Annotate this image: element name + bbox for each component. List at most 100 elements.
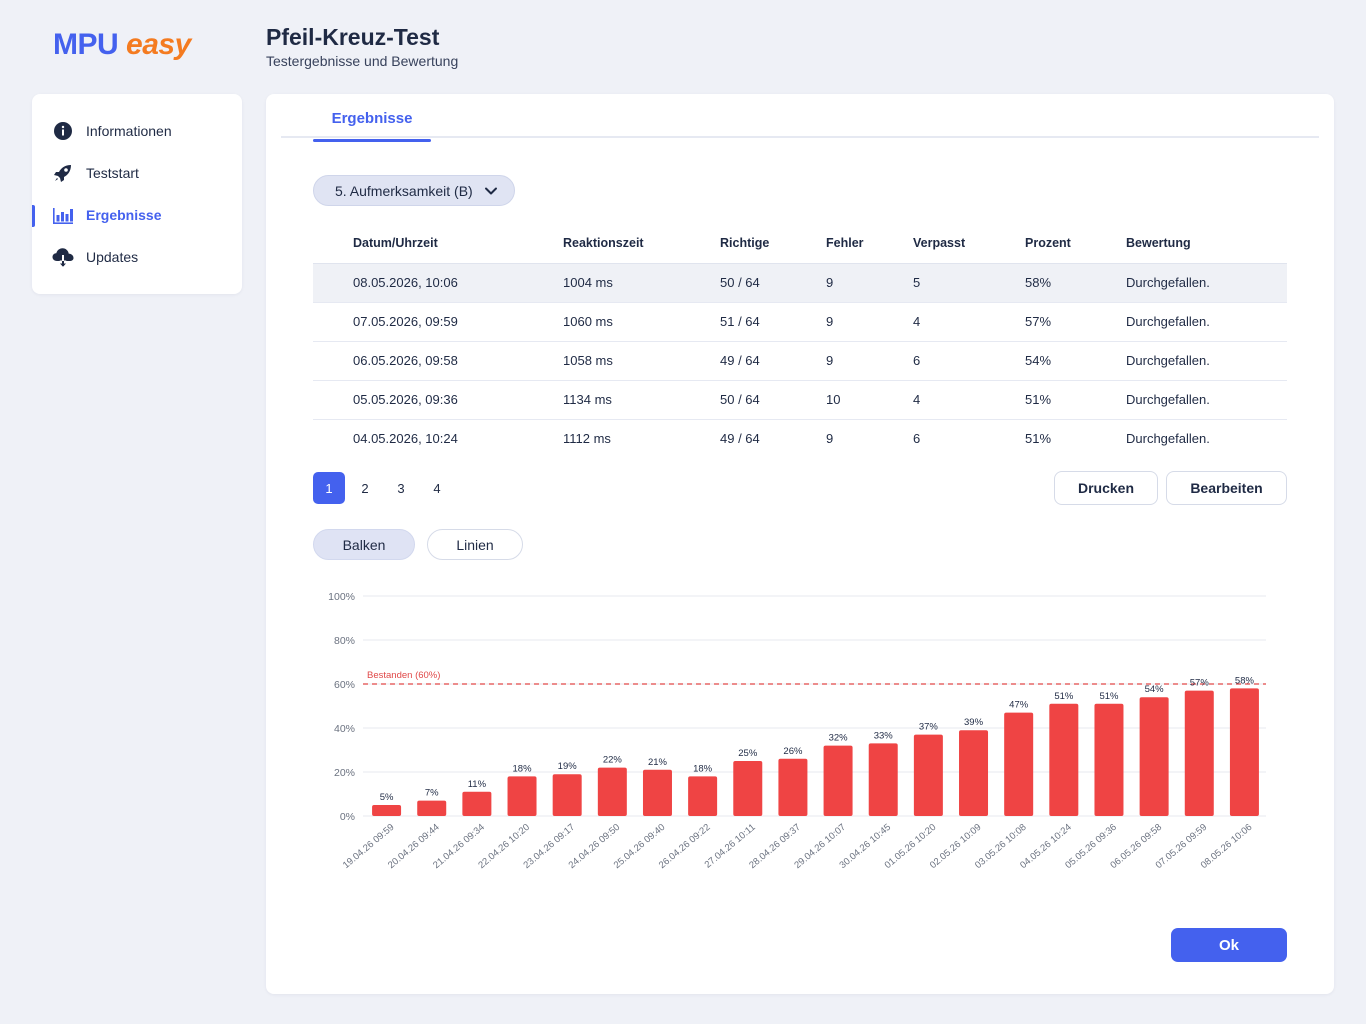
sidebar-item-ergebnisse[interactable]: Ergebnisse (32, 197, 242, 233)
bar-value-label: 47% (1009, 700, 1029, 711)
bar (1139, 697, 1169, 816)
column-header: Fehler (826, 235, 864, 250)
table-cell: 07.05.2026, 09:59 (313, 301, 563, 341)
table-cell: 49 / 64 (720, 418, 826, 458)
bar (552, 774, 582, 816)
bar (507, 776, 537, 816)
table-row[interactable]: 08.05.2026, 10:06 1004 ms 50 / 64 9 5 58… (313, 262, 1287, 302)
info-icon (52, 121, 74, 141)
bar (1184, 690, 1214, 816)
page-title: Pfeil-Kreuz-Test (266, 24, 440, 50)
y-tick-label: 20% (334, 767, 355, 779)
bar-value-label: 33% (874, 730, 894, 741)
page-button-4[interactable]: 4 (433, 480, 441, 496)
table-cell: 05.05.2026, 09:36 (313, 379, 563, 419)
table-cell: 1112 ms (563, 418, 720, 458)
table-cell: 1004 ms (563, 262, 720, 302)
table-cell: 08.05.2026, 10:06 (313, 262, 563, 302)
table-cell: 1060 ms (563, 301, 720, 341)
page-button-2[interactable]: 2 (361, 480, 369, 496)
bar (913, 734, 943, 816)
bar-value-label: 18% (513, 763, 533, 774)
logo-mpu: MPU (53, 28, 119, 61)
tabs-divider (281, 136, 1319, 138)
rocket-icon (52, 163, 74, 183)
chevron-down-icon (484, 184, 498, 201)
table-cell: 50 / 64 (720, 262, 826, 302)
sidebar-item-label: Updates (86, 249, 139, 265)
sidebar-item-teststart[interactable]: Teststart (32, 155, 242, 191)
y-tick-label: 40% (334, 723, 355, 735)
logo: MPU easy (53, 28, 191, 62)
bar (372, 805, 402, 816)
sidebar-item-label: Teststart (86, 165, 139, 181)
table-cell: Durchgefallen. (1126, 340, 1287, 380)
page-button-3[interactable]: 3 (397, 480, 405, 496)
table-cell: Durchgefallen. (1126, 262, 1287, 302)
table-cell: 54% (1025, 340, 1126, 380)
page-subtitle: Testergebnisse und Bewertung (266, 53, 459, 69)
bars-toggle-button[interactable]: Balken (313, 529, 415, 560)
table-row[interactable]: 07.05.2026, 09:59 1060 ms 51 / 64 9 4 57… (313, 301, 1287, 341)
results-table: Datum/Uhrzeit Reaktionszeit Richtige Feh… (313, 223, 1287, 458)
bar (959, 730, 989, 816)
column-header: Richtige (720, 235, 770, 250)
sidebar: Informationen Teststart Ergebnisse Updat… (32, 94, 242, 294)
test-section-dropdown[interactable]: 5. Aufmerksamkeit (B) (313, 175, 515, 206)
table-cell: 49 / 64 (720, 340, 826, 380)
table-row[interactable]: 04.05.2026, 10:24 1112 ms 49 / 64 9 6 51… (313, 418, 1287, 458)
tab-ergebnisse[interactable]: Ergebnisse (313, 108, 431, 142)
bar-value-label: 18% (693, 763, 713, 774)
bar-value-label: 57% (1190, 678, 1210, 689)
y-tick-label: 0% (340, 811, 355, 823)
table-cell: 10 (826, 379, 913, 419)
bar (688, 776, 718, 816)
dropdown-value: 5. Aufmerksamkeit (B) (335, 182, 473, 199)
results-card: Ergebnisse 5. Aufmerksamkeit (B) Datum/U… (266, 94, 1334, 994)
bar-value-label: 21% (648, 757, 668, 768)
table-cell: Durchgefallen. (1126, 379, 1287, 419)
bar-value-label: 32% (829, 733, 849, 744)
bar (417, 800, 447, 816)
table-cell: 58% (1025, 262, 1126, 302)
bar (1094, 703, 1124, 816)
bar-chart-icon (52, 205, 74, 225)
tab-active-indicator (313, 139, 431, 142)
y-tick-label: 100% (328, 591, 355, 603)
ok-button[interactable]: Ok (1171, 928, 1287, 962)
table-cell: 4 (913, 301, 1025, 341)
bar-value-label: 37% (919, 722, 939, 733)
print-button[interactable]: Drucken (1054, 471, 1158, 505)
table-cell: 4 (913, 379, 1025, 419)
column-header: Prozent (1025, 235, 1071, 250)
table-cell: 5 (913, 262, 1025, 302)
logo-easy: easy (126, 28, 191, 61)
bar-value-label: 58% (1235, 675, 1255, 686)
table-cell: 50 / 64 (720, 379, 826, 419)
table-header-row: Datum/Uhrzeit Reaktionszeit Richtige Feh… (313, 223, 1287, 263)
column-header: Datum/Uhrzeit (353, 235, 438, 250)
bar-value-label: 39% (964, 717, 984, 728)
table-cell: 9 (826, 301, 913, 341)
bar-value-label: 7% (425, 788, 439, 799)
lines-toggle-button[interactable]: Linien (427, 529, 523, 560)
y-tick-label: 80% (334, 635, 355, 647)
column-header: Reaktionszeit (563, 235, 644, 250)
pagination: 1 2 3 4 (313, 472, 457, 504)
table-cell: 1134 ms (563, 379, 720, 419)
table-row[interactable]: 06.05.2026, 09:58 1058 ms 49 / 64 9 6 54… (313, 340, 1287, 380)
bar (733, 761, 763, 816)
edit-button[interactable]: Bearbeiten (1166, 471, 1287, 505)
cloud-download-icon (52, 247, 74, 267)
page-button-1[interactable]: 1 (313, 472, 345, 504)
table-cell: 57% (1025, 301, 1126, 341)
table-cell: 1058 ms (563, 340, 720, 380)
table-row[interactable]: 05.05.2026, 09:36 1134 ms 50 / 64 10 4 5… (313, 379, 1287, 419)
bar-value-label: 5% (380, 792, 394, 803)
sidebar-item-informationen[interactable]: Informationen (32, 113, 242, 149)
column-header: Verpasst (913, 235, 966, 250)
bar (642, 769, 672, 816)
sidebar-item-updates[interactable]: Updates (32, 239, 242, 275)
bar-value-label: 26% (783, 746, 803, 757)
threshold-label: Bestanden (60%) (367, 670, 440, 681)
